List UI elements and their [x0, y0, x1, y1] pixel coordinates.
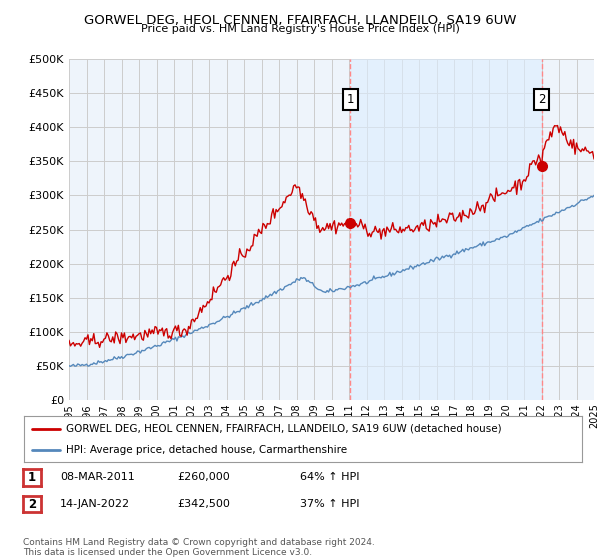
Text: £342,500: £342,500: [177, 499, 230, 509]
Text: Price paid vs. HM Land Registry's House Price Index (HPI): Price paid vs. HM Land Registry's House …: [140, 24, 460, 34]
Text: HPI: Average price, detached house, Carmarthenshire: HPI: Average price, detached house, Carm…: [66, 445, 347, 455]
Text: 64% ↑ HPI: 64% ↑ HPI: [300, 472, 359, 482]
Text: 14-JAN-2022: 14-JAN-2022: [60, 499, 130, 509]
Text: 2: 2: [538, 94, 545, 106]
Text: GORWEL DEG, HEOL CENNEN, FFAIRFACH, LLANDEILO, SA19 6UW (detached house): GORWEL DEG, HEOL CENNEN, FFAIRFACH, LLAN…: [66, 424, 502, 434]
Text: 08-MAR-2011: 08-MAR-2011: [60, 472, 135, 482]
Text: 37% ↑ HPI: 37% ↑ HPI: [300, 499, 359, 509]
Text: 1: 1: [28, 470, 36, 484]
Text: GORWEL DEG, HEOL CENNEN, FFAIRFACH, LLANDEILO, SA19 6UW: GORWEL DEG, HEOL CENNEN, FFAIRFACH, LLAN…: [84, 14, 516, 27]
Text: Contains HM Land Registry data © Crown copyright and database right 2024.
This d: Contains HM Land Registry data © Crown c…: [23, 538, 374, 557]
Text: 1: 1: [347, 94, 354, 106]
Text: 2: 2: [28, 497, 36, 511]
Text: £260,000: £260,000: [177, 472, 230, 482]
Bar: [350, 59, 542, 400]
